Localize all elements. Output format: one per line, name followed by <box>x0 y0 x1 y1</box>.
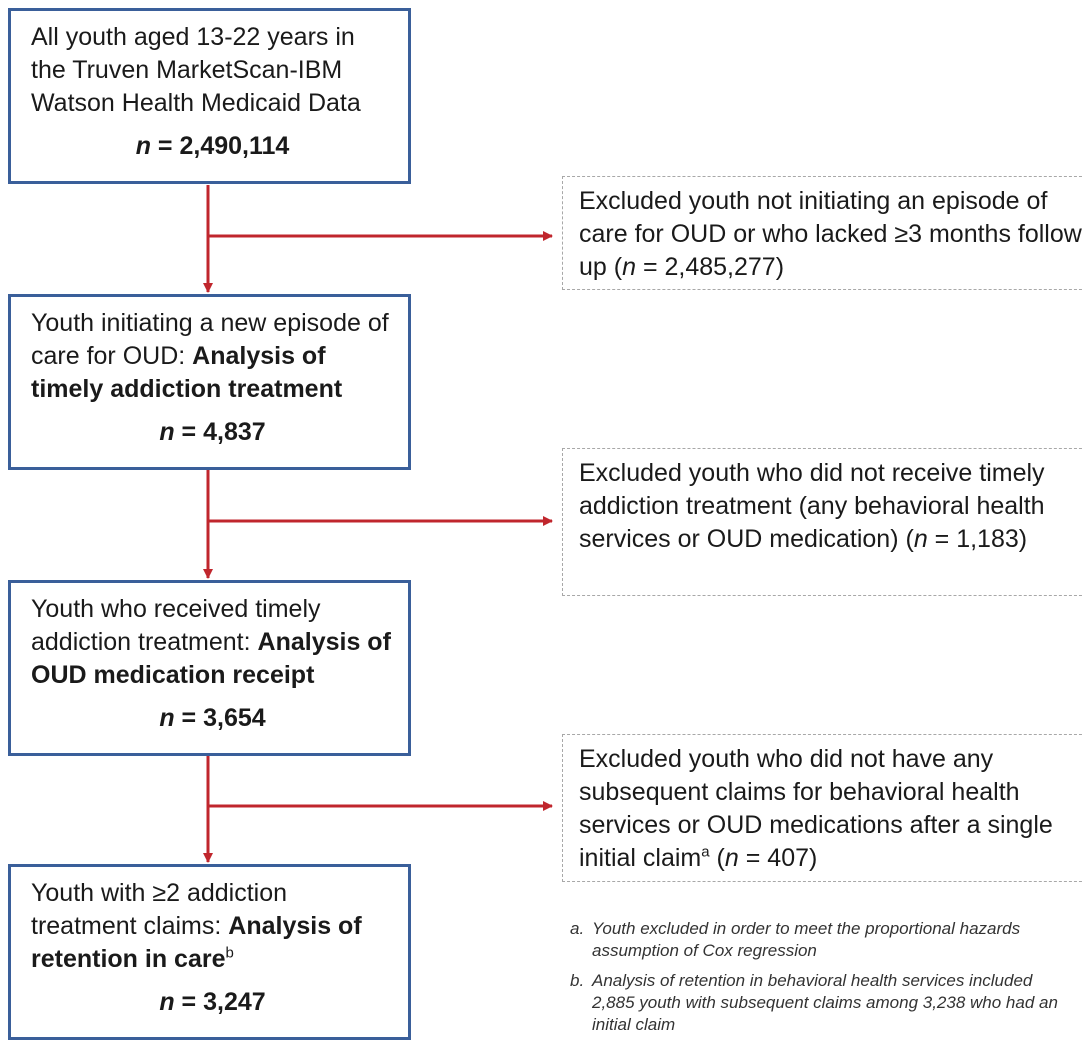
exclusion-text: Excluded youth who did not have any subs… <box>579 745 1053 872</box>
flow-box-timely-treatment: Youth who received timely addiction trea… <box>8 580 411 756</box>
box-count: n = 2,490,114 <box>135 132 290 160</box>
box-count: n = 3,247 <box>159 988 266 1016</box>
footnote-b: b. Analysis of retention in behavioral he… <box>570 971 1058 1034</box>
footnote-marker: b <box>225 944 234 962</box>
exclusion-box-3: Excluded youth who did not have any subs… <box>562 734 1082 882</box>
footnote-marker: a <box>701 843 710 861</box>
footnote-a: a. Youth excluded in order to meet the pr… <box>570 919 1021 960</box>
box-text: Youth initiating a new episode of care f… <box>31 309 389 370</box>
box-analysis-label: Analysis of OUD medication receipt <box>31 628 391 689</box>
flow-box-initiating: Youth initiating a new episode of care f… <box>8 294 411 470</box>
box-analysis-label: Analysis of retention in care <box>31 912 362 973</box>
flow-box-retention: Youth with ≥2 addiction treatment claims… <box>8 864 411 1040</box>
exclusion-text: Excluded youth not initiating an episode… <box>579 187 1082 281</box>
box-analysis-label: Analysis of timely addiction treatment <box>31 342 343 403</box>
exclusion-box-1: Excluded youth not initiating an episode… <box>562 176 1082 290</box>
box-count: n = 4,837 <box>159 418 266 446</box>
box-text: Youth who received timely addiction trea… <box>31 595 321 656</box>
box-text: All youth aged 13-22 years in the Truven… <box>31 23 361 117</box>
footnotes: a. Youth excluded in order to meet the pr… <box>570 918 1070 1044</box>
box-text: Youth with ≥2 addiction treatment claims… <box>31 879 288 940</box>
exclusion-box-2: Excluded youth who did not receive timel… <box>562 448 1082 596</box>
exclusion-text: Excluded youth who did not receive timel… <box>579 459 1045 553</box>
flow-box-all-youth: All youth aged 13-22 years in the Truven… <box>8 8 411 184</box>
box-count: n = 3,654 <box>159 704 266 732</box>
